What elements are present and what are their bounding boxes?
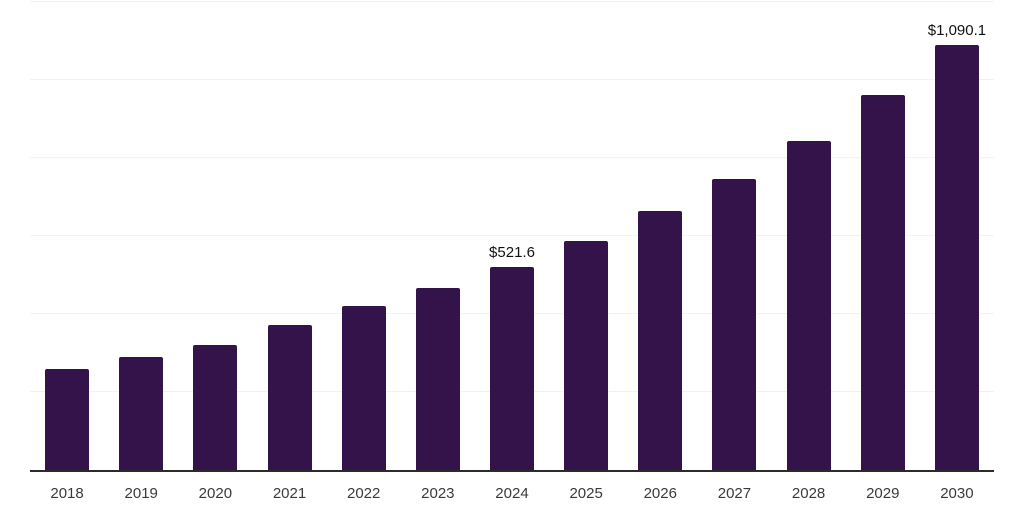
bar-value-label-2030: $1,090.1 xyxy=(927,21,987,39)
bar-2023 xyxy=(415,288,460,470)
bar-2030 xyxy=(934,44,979,470)
bar-2022 xyxy=(341,306,386,470)
gridline-1200 xyxy=(30,1,994,2)
bar-2019 xyxy=(119,356,164,470)
bar-2024 xyxy=(490,266,534,470)
x-tick-label-2018: 2018 xyxy=(50,485,84,502)
gridline-1000 xyxy=(30,79,994,80)
x-tick-label-2025: 2025 xyxy=(569,485,603,502)
bar-value-label-2024: $521.6 xyxy=(489,243,535,261)
x-tick-label-2027: 2027 xyxy=(717,485,752,502)
bar-2020 xyxy=(193,345,238,470)
x-tick-label-2029: 2029 xyxy=(866,485,900,502)
x-tick-label-2019: 2019 xyxy=(124,485,158,502)
x-axis-line xyxy=(30,470,994,472)
bar-2025 xyxy=(564,240,609,470)
bar-2026 xyxy=(638,211,683,470)
x-tick-label-2024: 2024 xyxy=(495,485,529,502)
bar-2027 xyxy=(712,179,757,470)
gridline-800 xyxy=(30,157,994,158)
bar-2029 xyxy=(860,95,905,470)
x-tick-label-2023: 2023 xyxy=(421,485,455,502)
bar-2018 xyxy=(45,368,90,470)
x-tick-label-2030: 2030 xyxy=(940,485,974,502)
bar-2028 xyxy=(786,140,831,470)
x-tick-label-2021: 2021 xyxy=(272,485,307,502)
x-tick-label-2026: 2026 xyxy=(643,485,677,502)
gridline-600 xyxy=(30,235,994,236)
x-tick-label-2020: 2020 xyxy=(198,485,233,502)
bar-2021 xyxy=(267,324,312,470)
x-tick-label-2022: 2022 xyxy=(346,485,381,502)
x-tick-label-2028: 2028 xyxy=(791,485,826,502)
